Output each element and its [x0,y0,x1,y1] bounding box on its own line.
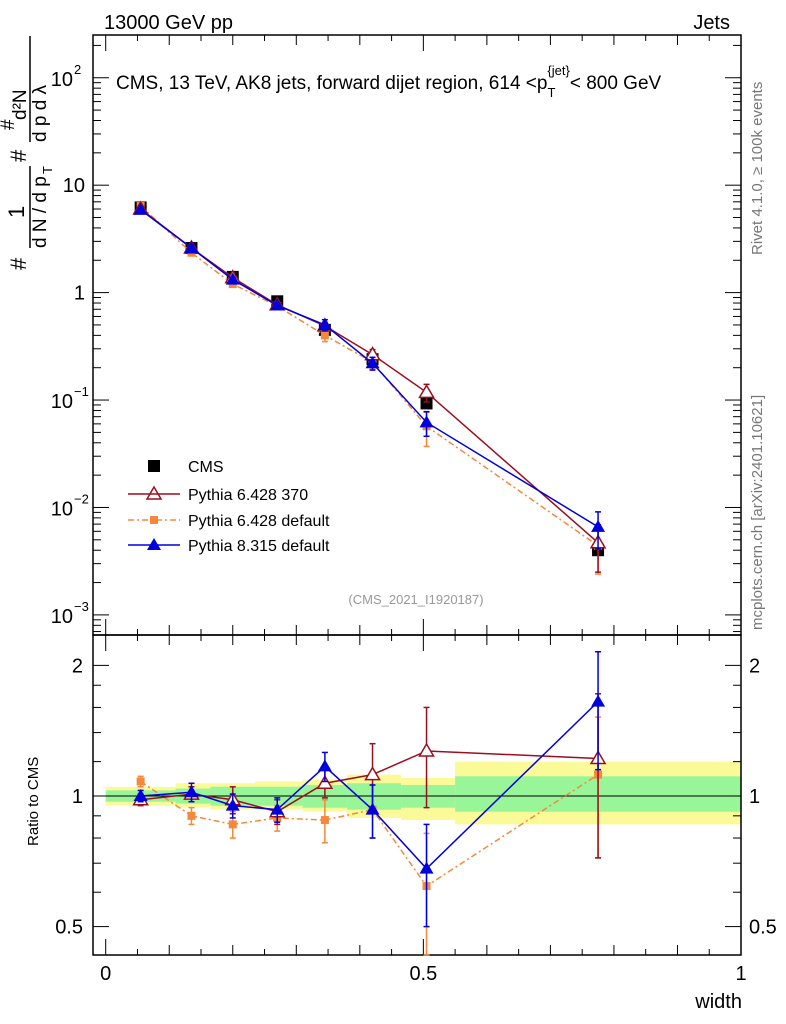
main-title-sub: T [547,85,555,100]
main-series-layer [132,200,607,575]
ratio-point-py8_default-6 [419,861,434,874]
ratio-point-py8_default-7 [591,694,606,707]
legend: CMS Pythia 6.428 370 Pythia 6.428 defaul… [128,459,330,555]
ratio-uncertainty-bands [105,761,741,825]
main-ytick-label-e2: 10 [51,69,73,91]
legend-marker-cms [148,460,160,472]
analysis-watermark: (CMS_2021_I1920187) [348,592,483,607]
ratio-point-py6_default-2 [228,820,237,829]
main-point-py8_default-5 [365,356,380,369]
main-ytick-exp-em2: −2 [74,491,89,506]
ratio-point-py6_default-0 [136,777,145,786]
ylabel-d2N: d²N [10,89,31,120]
ratio-point-py6_370-5 [364,766,381,781]
ratio-point-py8_default-5 [365,802,380,815]
mcplots-label: mcplots.cern.ch [arXiv:2401.10621] [749,395,766,630]
ratio-point-py6_370-4 [316,774,334,789]
main-point-py8_default-2 [225,272,240,285]
rivet-version-label: Rivet 4.1.0, ≥ 100k events [749,82,766,255]
ylabel-hash2: # [6,149,31,162]
ratio-point-py6_default-1 [187,811,196,820]
legend-marker-py6-370 [145,485,163,500]
ratio-line-py8_default [140,701,599,870]
main-title-sup: {jet} [547,63,570,78]
ratio-point-py8_default-3 [270,802,285,815]
main-line-py6_default [140,205,599,547]
ratio-line-py6_default [140,774,599,888]
ylabel-hash1: # [6,257,31,270]
ratio-point-py8_default-0 [133,788,148,801]
header-right-label: Jets [693,12,730,34]
ratio-ytick-label-right-1: 1 [749,786,760,808]
ylabel-dN: d N / d p [30,176,51,248]
main-point-py6_370-6 [418,383,435,399]
main-ytick-label-em1: 10 [51,391,73,413]
legend-marker-py8-default [147,538,161,550]
main-line-py8_default [140,209,599,528]
ratio-y-axis-label: Ratio to CMS [25,757,42,846]
main-point-py8_default-6 [419,415,434,428]
header-left-label: 13000 GeV pp [104,12,233,34]
main-title: CMS, 13 TeV, AK8 jets, forward dijet reg… [116,63,662,100]
main-point-cms-6 [420,397,433,410]
ratio-ytick-label-left-1: 1 [72,786,83,808]
ylabel-T: T [40,166,55,174]
ratio-ytick-label-left-0: 0.5 [55,917,83,939]
main-ytick-label-e1: 10 [63,175,85,197]
main-y-axis-label: # 1 d N / d p T # # d²N d p d λ [0,36,55,270]
main-ytick-exp-em3: −3 [74,599,89,614]
main-ytick-exp-em1: −1 [74,384,89,399]
ratio-xtick-label-1: 0.5 [409,963,437,985]
main-title-pre: CMS, 13 TeV, AK8 jets, forward dijet reg… [116,73,547,94]
legend-label-py6-default: Pythia 6.428 default [188,513,330,530]
main-point-py8_default-0 [133,202,148,215]
main-ytick-label-e0: 1 [74,283,85,305]
legend-label-cms: CMS [188,459,224,476]
ratio-ytick-label-right-2: 2 [749,655,760,677]
ratio-point-py8_default-1 [184,785,199,798]
main-title-post: < 800 GeV [570,73,662,94]
main-ytick-exp-e2: 2 [74,62,81,77]
ratio-point-py6_default-4 [320,816,329,825]
ylabel-one: 1 [4,206,29,218]
ratio-xtick-label-2: 1 [735,963,746,985]
ratio-ytick-label-left-2: 2 [72,655,83,677]
ratio-ytick-label-right-0: 0.5 [749,917,777,939]
main-point-py8_default-7 [591,519,606,532]
main-point-py6_default-4 [320,331,329,340]
legend-marker-py6-default [150,516,158,524]
legend-label-py8-default: Pythia 8.315 default [188,538,330,555]
x-axis-label: width [694,991,742,1013]
main-ytick-label-em2: 10 [51,498,73,520]
ratio-point-py8_default-2 [225,798,240,811]
ylabel-dpTdl: d p d λ [30,84,51,142]
ratio-frame [92,634,742,956]
ratio-point-py8_default-4 [317,759,332,772]
ratio-axes: 0.5 0.5 1 1 2 2 0 0.5 1 [55,634,777,985]
ratio-series-layer [132,651,607,956]
ylabel-hash3: # [0,119,19,130]
main-point-py8_default-3 [270,298,285,311]
legend-label-py6-370: Pythia 6.428 370 [188,487,308,504]
main-point-py8_default-1 [184,241,199,254]
ratio-xtick-label-0: 0 [100,963,111,985]
main-point-py8_default-4 [317,317,332,330]
ratio-point-py6_370-6 [418,742,435,757]
main-ytick-label-em3: 10 [51,606,73,628]
